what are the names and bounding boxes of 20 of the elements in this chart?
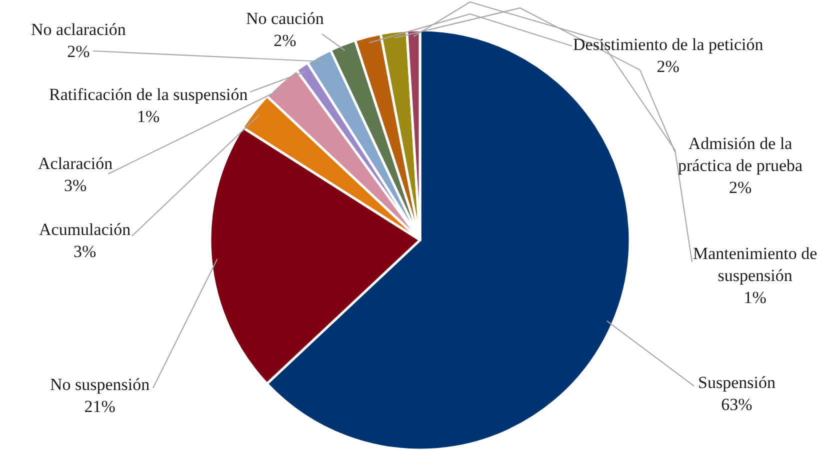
slice-label: Mantenimiento de suspensión (693, 244, 818, 286)
slice-label: Desistimiento de la petición (573, 35, 764, 54)
data-label: 2% (274, 31, 296, 50)
data-label: 2% (67, 42, 90, 62)
slice-label: No caución (246, 9, 324, 28)
data-label: 1% (744, 288, 766, 308)
slice-label: Suspensión (698, 373, 776, 392)
slice-label: Admisión de la práctica de prueba (678, 134, 804, 176)
data-label: 3% (64, 176, 87, 196)
slice-label: Acumulación (39, 220, 132, 239)
data-label: 3% (73, 242, 96, 262)
data-label: 63% (721, 395, 752, 414)
slice-label: No aclaración (31, 20, 126, 39)
slice-label: Aclaración (38, 154, 114, 173)
data-label: 1% (137, 107, 160, 126)
data-label: 21% (84, 397, 116, 416)
slice-label: No suspensión (50, 375, 150, 394)
slice-label: Ratificación de la suspensión (49, 85, 248, 104)
data-label: 2% (728, 178, 752, 198)
data-label: 2% (656, 57, 680, 76)
